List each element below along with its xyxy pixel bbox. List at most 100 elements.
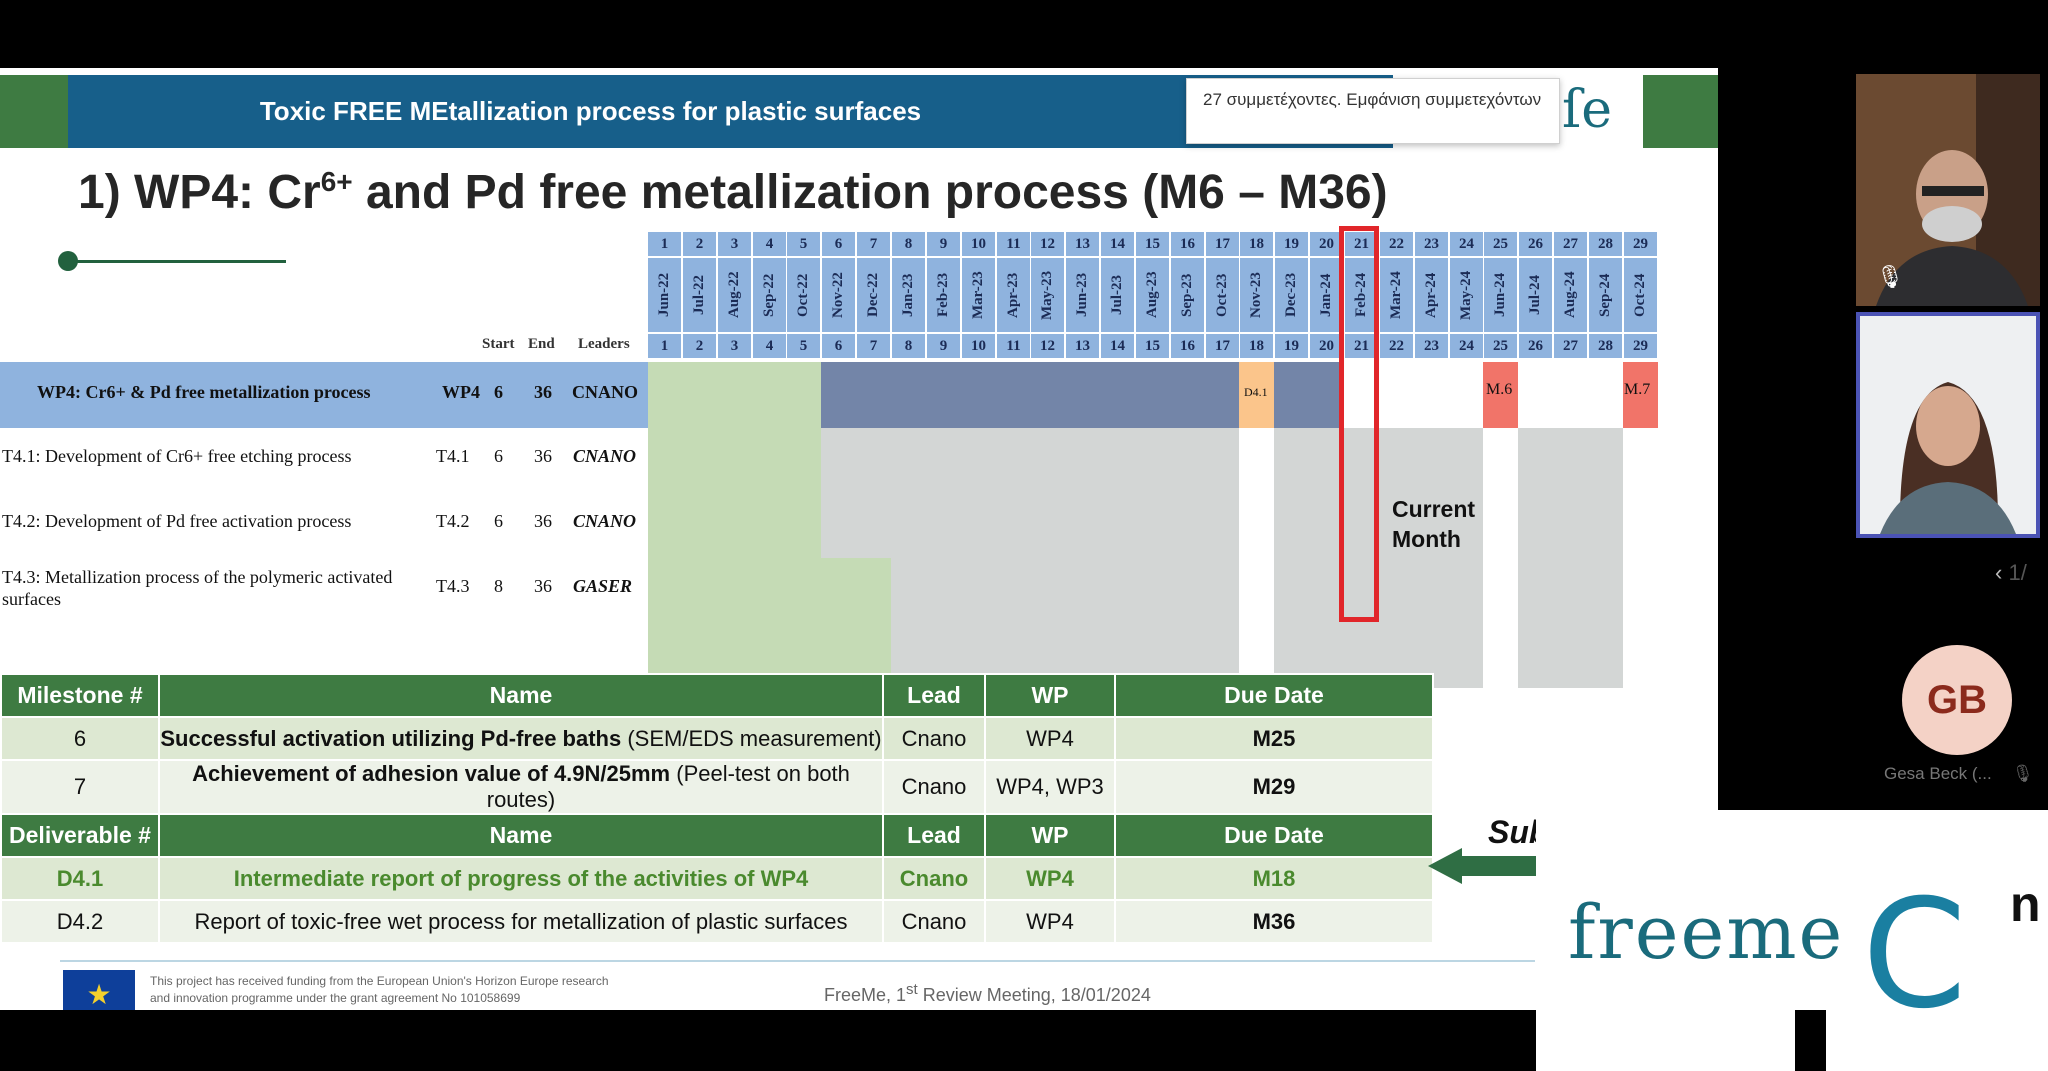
- gantt-month-label: Jun-23: [1066, 258, 1099, 332]
- slide-title: 1) WP4: Cr6+ and Pd free metallization p…: [78, 166, 1388, 219]
- gantt-month-label: Feb-23: [927, 258, 960, 332]
- table-cell: Cnano: [882, 759, 986, 815]
- table-row: D4.1 Intermediate report of progress of …: [0, 856, 1434, 901]
- table-cell: Successful activation utilizing Pd-free …: [158, 716, 884, 761]
- gantt-month-number-bottom: 7: [857, 334, 890, 358]
- table-header-cell: Lead: [882, 813, 986, 858]
- gantt-row-code-wp4: WP4: [442, 382, 480, 402]
- slide-banner: Toxic FREE MEtallization process for pla…: [68, 75, 1393, 148]
- muted-mic-icon: 🎙: [2012, 764, 2034, 783]
- chevron-left-icon[interactable]: ‹: [1995, 560, 2003, 585]
- current-month-highlight: [1339, 226, 1379, 622]
- milestones-table: Milestone # Name Lead WP Due Date 6 Succ…: [0, 673, 1434, 944]
- gantt-month-label: Nov-23: [1240, 258, 1273, 332]
- table-cell: Cnano: [882, 856, 986, 901]
- deliverables-header-row: Deliverable # Name Lead WP Due Date: [0, 813, 1434, 858]
- table-row: 6 Successful activation utilizing Pd-fre…: [0, 716, 1434, 761]
- cnano-logo-superscript: n: [2010, 876, 2041, 932]
- gantt-month-number-bottom: 14: [1101, 334, 1134, 358]
- table-cell: WP4, WP3: [984, 759, 1116, 815]
- participant-pager[interactable]: ‹ 1/: [1995, 560, 2027, 585]
- gantt-row-end-t43: 36: [534, 576, 552, 596]
- current-month-label: Current Month: [1392, 496, 1476, 552]
- freeme-logo: freeme: [1568, 890, 1845, 976]
- gantt-month-label: Aug-23: [1136, 258, 1169, 332]
- table-cell: Achievement of adhesion value of 4.9N/25…: [158, 759, 884, 815]
- gantt-month-number: 12: [1031, 232, 1064, 256]
- gantt-month-number-bottom: 13: [1066, 334, 1099, 358]
- gantt-month-number: 3: [718, 232, 751, 256]
- participant-video-tile-2[interactable]: [1856, 312, 2040, 538]
- gantt-month-number: 2: [683, 232, 716, 256]
- table-header-cell: Deliverable #: [0, 813, 160, 858]
- table-cell: M29: [1114, 759, 1434, 815]
- banner-right-block: [1643, 75, 1718, 148]
- gantt-month-label: Aug-22: [718, 258, 751, 332]
- gantt-month-label: Jun-24: [1484, 258, 1517, 332]
- gantt-row-code-t42: T4.2: [436, 511, 470, 531]
- gantt-month-number: 8: [892, 232, 925, 256]
- participant-1-video: [1856, 74, 2040, 306]
- gantt-month-label: Sep-22: [753, 258, 786, 332]
- gantt-row-start-wp4: 6: [494, 382, 503, 402]
- table-cell: D4.2: [0, 899, 160, 944]
- gantt-month-number: 19: [1275, 232, 1308, 256]
- gantt-month-number-bottom: 9: [927, 334, 960, 358]
- table-cell: M18: [1114, 856, 1434, 901]
- gantt-month-number: 29: [1624, 232, 1657, 256]
- cnano-logo: C: [1862, 868, 1967, 1042]
- avatar[interactable]: GB: [1902, 645, 2012, 755]
- participants-tooltip: 27 συμμετέχοντες. Εμφάνιση συμμετεχόντων: [1186, 78, 1560, 144]
- gantt-row-leader-t42: CNANO: [573, 511, 637, 531]
- gantt-month-number: 22: [1380, 232, 1413, 256]
- gantt-row-leader-t41: CNANO: [573, 446, 637, 466]
- participant-video-tile-1[interactable]: [1856, 74, 2040, 306]
- gantt-marker-d41-label: D4.1: [1244, 385, 1268, 399]
- table-header-cell: Name: [158, 813, 884, 858]
- gantt-month-number: 7: [857, 232, 890, 256]
- table-header-cell: Lead: [882, 673, 986, 718]
- gantt-header-start: Start: [482, 336, 515, 352]
- gantt-month-number: 26: [1519, 232, 1552, 256]
- gantt-month-number-bottom: 23: [1415, 334, 1448, 358]
- gantt-month-number-bottom: 5: [787, 334, 820, 358]
- table-header-cell: Name: [158, 673, 884, 718]
- gantt-month-number-bottom: 19: [1275, 334, 1308, 358]
- gantt-month-number-bottom: 12: [1031, 334, 1064, 358]
- gantt-month-number-bottom: 10: [962, 334, 995, 358]
- gantt-row-code-t43: T4.3: [436, 576, 470, 596]
- gantt-marker-m7-label: M.7: [1624, 381, 1651, 398]
- gantt-month-number-bottom: 17: [1206, 334, 1239, 358]
- gantt-month-number-bottom: 1: [648, 334, 681, 358]
- table-cell: M25: [1114, 716, 1434, 761]
- footer-funding-text: This project has received funding from t…: [150, 974, 609, 1005]
- gantt-month-number-bottom: 21: [1345, 334, 1378, 358]
- table-header-cell: Milestone #: [0, 673, 160, 718]
- gantt-month-number-bottom: 3: [718, 334, 751, 358]
- gantt-month-number-bottom: 27: [1554, 334, 1587, 358]
- gantt-bar-tasks-late: [1518, 428, 1623, 688]
- gantt-month-label: Dec-22: [857, 258, 890, 332]
- table-cell: M36: [1114, 899, 1434, 944]
- table-header-cell: WP: [984, 673, 1116, 718]
- gantt-row-leader-t43: GASER: [573, 576, 633, 596]
- table-cell: WP4: [984, 856, 1116, 901]
- gantt-month-label: May-23: [1031, 258, 1064, 332]
- gantt-month-label: Jul-22: [683, 258, 716, 332]
- eu-flag-icon: ★: [63, 970, 135, 1010]
- gantt-month-label: Jul-24: [1519, 258, 1552, 332]
- gantt-row-end-wp4: 36: [534, 382, 552, 402]
- gantt-row-name-t41: T4.1: Development of Cr6+ free etching p…: [2, 446, 352, 466]
- gantt-row-end-t41: 36: [534, 446, 552, 466]
- gantt-month-number: 20: [1310, 232, 1343, 256]
- table-cell: Cnano: [882, 716, 986, 761]
- gantt-month-label: Oct-24: [1624, 258, 1657, 332]
- table-cell: Cnano: [882, 899, 986, 944]
- gantt-month-number-bottom: 20: [1310, 334, 1343, 358]
- table-cell: WP4: [984, 716, 1116, 761]
- gantt-month-number-bottom: 26: [1519, 334, 1552, 358]
- table-cell: Report of toxic-free wet process for met…: [158, 899, 884, 944]
- gantt-month-label: Apr-24: [1415, 258, 1448, 332]
- gantt-month-number: 18: [1240, 232, 1273, 256]
- gantt-row-start-t41: 6: [494, 446, 503, 466]
